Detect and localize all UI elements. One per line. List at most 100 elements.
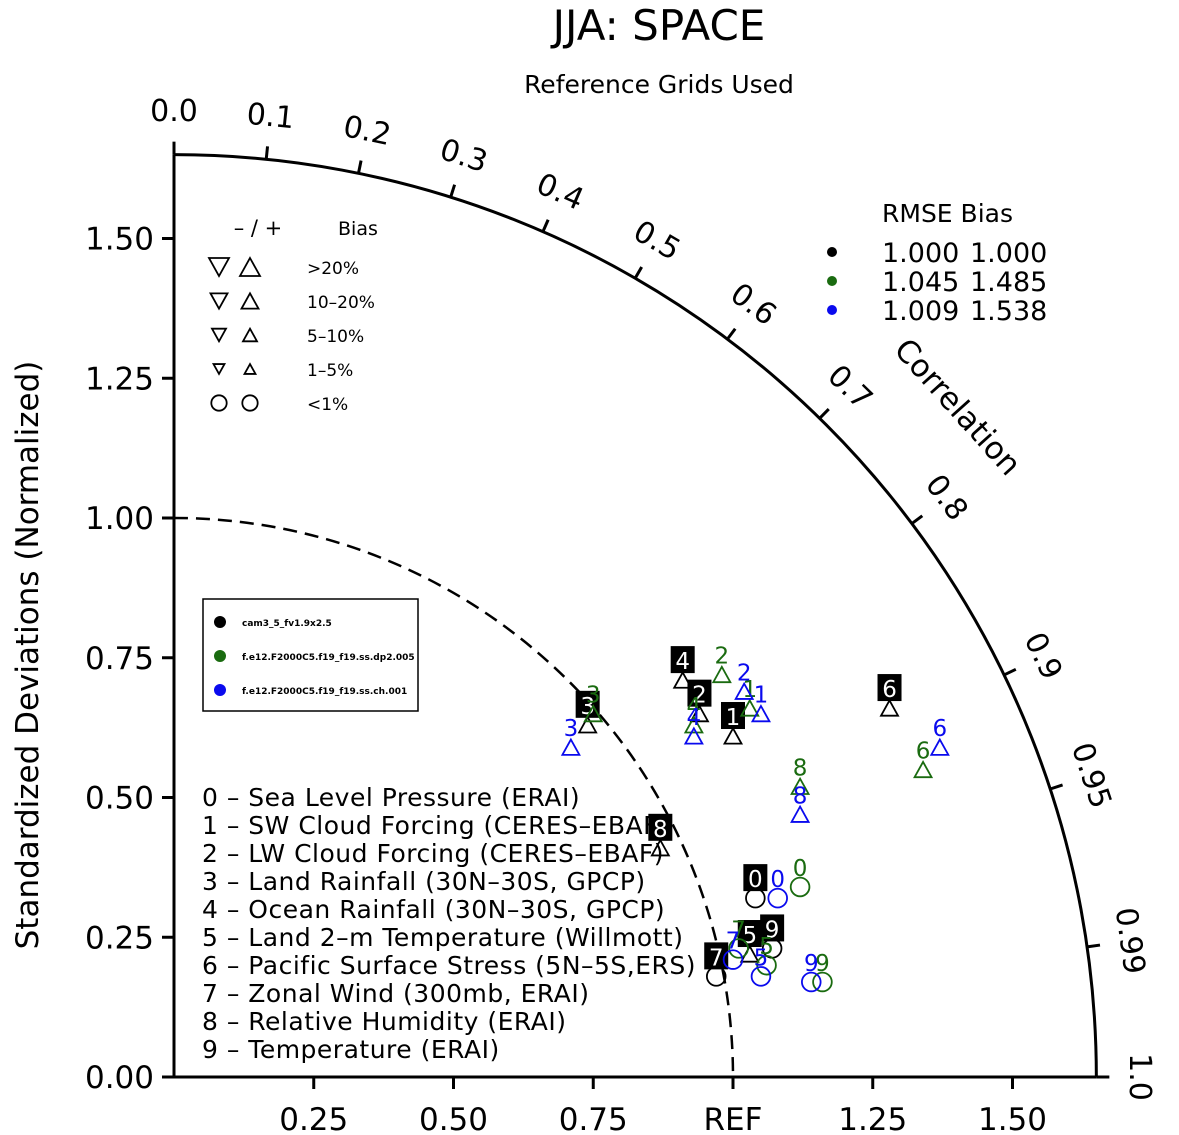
data-point-label: 2 (737, 660, 752, 686)
data-point-label: 8 (653, 817, 668, 843)
stats-legend-bias: 1.538 (970, 296, 1047, 327)
stats-legend-dot (827, 276, 837, 286)
data-point-marker (672, 670, 693, 689)
data-point-label: 0 (770, 867, 785, 893)
case-list-item: 8 – Relative Humidity (ERAI) (202, 1007, 567, 1036)
y-tick-label: 0.50 (85, 781, 154, 817)
correlation-tick-label: 0.9 (1017, 627, 1069, 685)
data-point-label: 0 (793, 856, 808, 882)
y-tick-label: 1.00 (85, 501, 154, 537)
bias-legend-label: 1–5% (307, 361, 353, 381)
data-point-marker (790, 776, 811, 795)
data-point-label-box (575, 690, 600, 718)
data-point-label-box (743, 864, 768, 892)
bias-legend-circle-marker (241, 394, 259, 412)
correlation-tick (633, 266, 643, 279)
stats-legend-bias: 1.485 (970, 267, 1047, 298)
x-tick-label: 1.25 (838, 1102, 907, 1135)
correlation-tick-label: 1.0 (1122, 1053, 1157, 1101)
data-point-marker (734, 681, 755, 700)
data-point-marker (750, 966, 772, 987)
y-tick-label: 1.50 (85, 222, 154, 258)
data-point-label-box (687, 679, 712, 707)
model-legend: cam3_5_fv1.9x2.5 f.e12.F2000C5.f19_f19.ss… (202, 598, 419, 712)
chart-subtitle: Reference Grids Used (524, 70, 794, 99)
y-tick-label: 0.25 (85, 920, 154, 956)
data-point-marker (683, 715, 704, 734)
correlation-tick-label: 0.2 (340, 109, 394, 153)
data-point-label: 5 (759, 934, 774, 960)
bias-legend-label: >20% (307, 259, 359, 279)
data-point-marker (689, 704, 710, 723)
correlation-tick (1049, 783, 1064, 791)
bias-legend-label: 10–20% (307, 293, 375, 313)
data-point-marker (722, 726, 744, 745)
correlation-tick-label: 0.6 (724, 276, 783, 333)
reference-arc (173, 516, 735, 1078)
correlation-tick-label: 0.99 (1108, 905, 1152, 976)
data-point-label: 1 (742, 677, 757, 703)
data-point-label: 9 (804, 951, 819, 977)
bias-legend-label: 5–10% (307, 327, 364, 347)
model-legend-label: f.e12.F2000C5.f19_f19.ss.dp2.005 (242, 653, 415, 663)
data-point-label-box (648, 813, 673, 841)
bias-legend-down-marker (207, 257, 231, 278)
data-point-label: 8 (793, 783, 808, 809)
correlation-tick (264, 146, 270, 160)
stats-legend-dot (827, 247, 837, 257)
data-point-label-box (760, 914, 785, 942)
bias-legend-down-marker (210, 327, 228, 344)
data-point-label: 4 (675, 649, 690, 675)
case-list: 0 – Sea Level Pressure (ERAI)1 – SW Clou… (202, 783, 696, 1064)
correlation-tick-label: 0.95 (1064, 738, 1118, 812)
x-tick-label: 0.25 (279, 1102, 348, 1135)
model-legend-dot (214, 616, 226, 628)
data-point-marker (583, 704, 604, 723)
data-point-label: 3 (564, 716, 579, 742)
data-point-marker (722, 949, 744, 970)
data-point-marker (577, 715, 598, 734)
model-legend-label: cam3_5_fv1.9x2.5 (242, 619, 332, 629)
data-point-marker (750, 704, 771, 723)
bias-legend-up-marker (238, 256, 262, 277)
data-point-marker (650, 838, 671, 857)
correlation-tick-label: 0.1 (245, 97, 296, 137)
x-tick-label: 1.50 (978, 1102, 1047, 1135)
case-list-item: 9 – Temperature (ERAI) (202, 1035, 500, 1064)
bias-legend-down-marker (208, 292, 230, 311)
data-point-label: 0 (748, 867, 763, 893)
correlation-tick (910, 514, 924, 525)
data-point-marker (790, 804, 811, 823)
data-point-marker (812, 971, 833, 993)
stats-legend-dot (827, 305, 837, 315)
data-point-marker (913, 760, 934, 779)
data-point-marker (728, 938, 749, 959)
data-point-label: 9 (815, 951, 830, 977)
stats-legend-rmse: 1.000 (882, 238, 959, 269)
bias-legend-signs: – / + (234, 216, 283, 240)
data-point-label: 2 (692, 683, 707, 709)
case-list-item: 1 – SW Cloud Forcing (CERES–EBAF) (202, 811, 668, 840)
bias-legend-circle-marker (210, 394, 228, 412)
data-point-label: 4 (687, 705, 702, 731)
correlation-tick (357, 160, 363, 174)
y-tick-label: 0.00 (85, 1060, 154, 1096)
bias-legend: – / + Bias >20% 10–20% 5–10% 1–5% <1% (207, 216, 378, 415)
data-point-label: 3 (580, 694, 595, 720)
data-point-label-box (670, 646, 695, 674)
stats-legend-header: RMSE Bias (882, 199, 1013, 228)
stats-legend-bias: 1.000 (970, 238, 1047, 269)
data-point-label: 9 (765, 917, 780, 943)
model-legend-dot (214, 684, 226, 696)
data-point-label: 6 (916, 739, 931, 765)
case-list-item: 4 – Ocean Rainfall (30N–30S, GPCP) (202, 895, 665, 924)
chart-title: JJA: SPACE (550, 1, 766, 50)
data-point-marker (767, 887, 788, 909)
case-list-item: 6 – Pacific Surface Stress (5N–5S,ERS) (202, 951, 696, 980)
data-point-label: 7 (731, 917, 746, 943)
correlation-tick-label: 0.7 (820, 358, 879, 416)
correlation-tick-label: 0.4 (531, 167, 589, 218)
